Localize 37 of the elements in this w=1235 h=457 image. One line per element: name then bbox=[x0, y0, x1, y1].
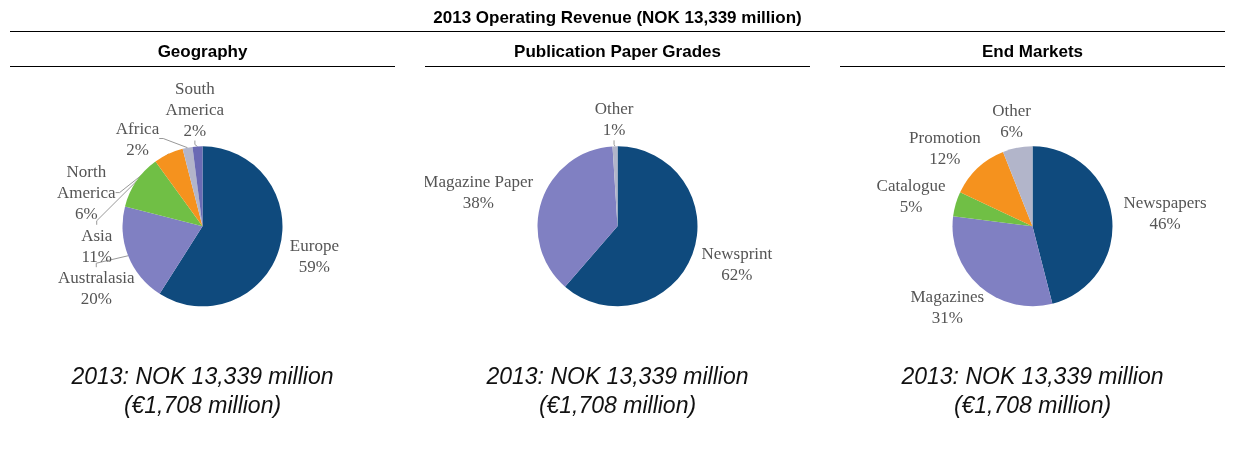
data-label: 2% bbox=[126, 139, 149, 159]
text: (€1,708 million) bbox=[952, 391, 1113, 420]
data-label: 20% bbox=[80, 289, 112, 309]
slice-label: Asia bbox=[81, 225, 113, 245]
data-label: 11% bbox=[81, 246, 112, 266]
slice-label: Newspapers bbox=[1123, 192, 1207, 212]
text: 2013: NOK 13,339 million bbox=[485, 362, 750, 391]
slice-label: South America bbox=[165, 78, 225, 119]
text: (€1,708 million) bbox=[122, 391, 283, 420]
data-label: 31% bbox=[931, 307, 963, 327]
slice-label: Promotion bbox=[909, 128, 982, 148]
slice-label: Newsprint bbox=[701, 243, 773, 263]
slice-label: Australasia bbox=[58, 268, 135, 288]
slice-label: Magazines bbox=[910, 286, 985, 306]
slice-label: North America bbox=[57, 162, 117, 203]
text: 2013 Operating Revenue (NOK 13,339 million) bbox=[10, 8, 1225, 32]
data-label: 12% bbox=[929, 149, 961, 169]
data-label: 38% bbox=[462, 192, 494, 212]
slice-label: Other bbox=[992, 101, 1032, 121]
slice-label: Catalogue bbox=[876, 176, 946, 196]
data-label: 6% bbox=[75, 204, 98, 224]
data-label: 62% bbox=[721, 264, 753, 284]
data-label: 5% bbox=[899, 197, 923, 217]
text: 2013: NOK 13,339 million bbox=[900, 362, 1165, 391]
data-label: 46% bbox=[1149, 213, 1181, 233]
slice-label: Other bbox=[594, 99, 634, 119]
data-label: 2% bbox=[183, 120, 207, 140]
chart-title: Publication Paper Grades bbox=[425, 42, 810, 67]
text: 2013: NOK 13,339 million bbox=[70, 362, 335, 391]
data-label: 6% bbox=[1000, 122, 1023, 142]
chart-title: Geography bbox=[10, 42, 395, 67]
data-label: 1% bbox=[602, 120, 626, 140]
text: (€1,708 million) bbox=[537, 391, 698, 420]
data-label: 59% bbox=[298, 257, 330, 277]
slice-label: Europe bbox=[289, 236, 339, 256]
slice-label: Africa bbox=[115, 118, 160, 138]
chart-title: End Markets bbox=[840, 42, 1225, 67]
